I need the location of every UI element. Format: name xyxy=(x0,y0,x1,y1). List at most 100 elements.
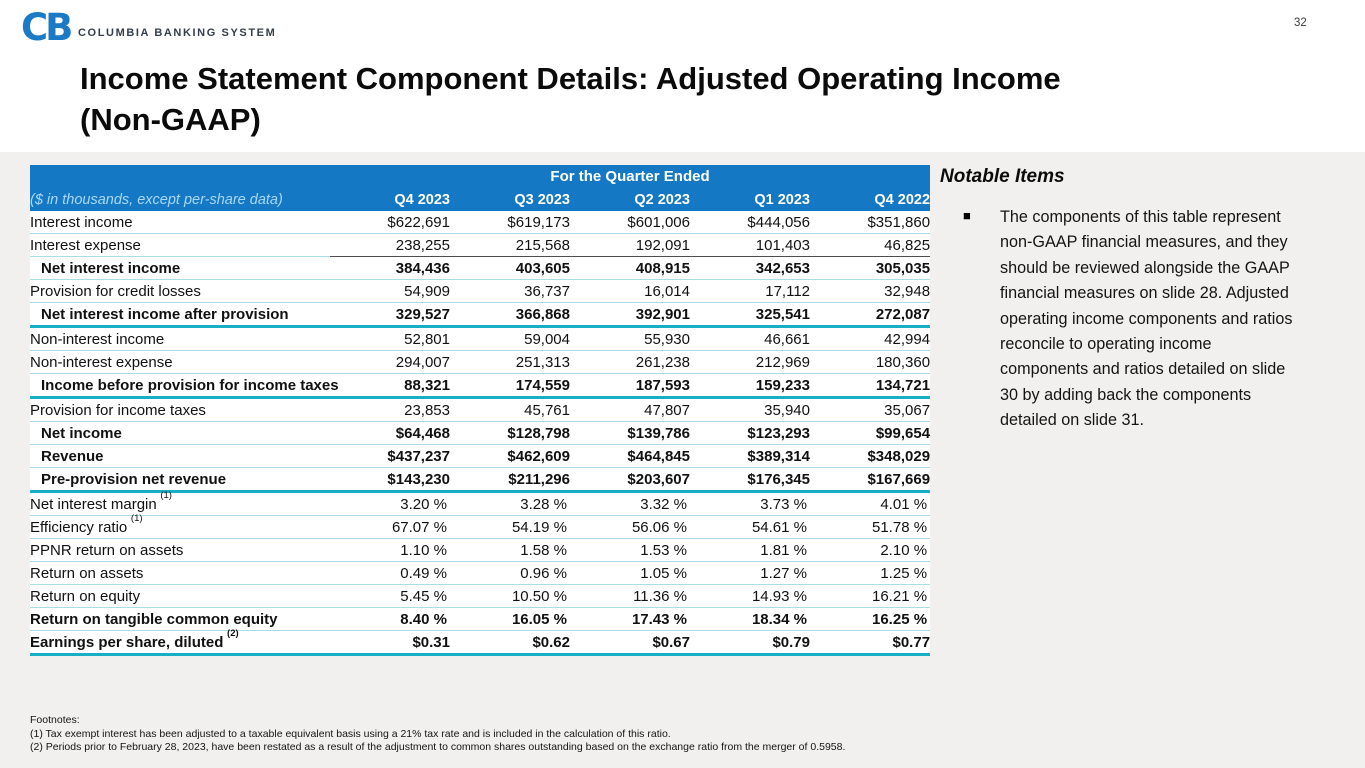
table-row: PPNR return on assets 1.10 % 1.58 % 1.53 % 1… xyxy=(30,538,931,562)
cell-value: $123,293 xyxy=(690,421,810,445)
cell-value: 329,527 xyxy=(330,302,450,328)
cell-value: 42,994 xyxy=(810,326,931,351)
cell-value: 180,360 xyxy=(810,350,931,374)
cell-value: $437,237 xyxy=(330,444,450,468)
row-label: Net interest margin (1) xyxy=(30,490,330,516)
cell-value: 1.58 % xyxy=(450,538,570,562)
slide-title: Income Statement Component Details: Adju… xyxy=(80,58,1310,140)
cell-value: 0.49 % xyxy=(330,561,450,585)
cell-value: 16,014 xyxy=(570,279,690,303)
cell-value: 1.27 % xyxy=(690,561,810,585)
table-row: Earnings per share, diluted (2) $0.31 $0.6… xyxy=(30,628,931,656)
table-row: Net interest income 384,436 403,605 408,915… xyxy=(30,256,931,280)
column-header: Q4 2022 xyxy=(810,188,931,211)
cell-value: 0.96 % xyxy=(450,561,570,585)
table-row: Efficiency ratio (1) 67.07 % 54.19 % 56.06 … xyxy=(30,513,931,539)
cell-value: 36,737 xyxy=(450,279,570,303)
cell-value: 46,825 xyxy=(810,233,931,257)
slide-page-number: 32 xyxy=(1294,17,1307,29)
cell-value: 16.25 % xyxy=(810,607,931,631)
income-table-body: Interest income $622,691 $619,173 $601,006 $… xyxy=(30,211,931,656)
column-header: Q1 2023 xyxy=(690,188,810,211)
cell-value: 18.34 % xyxy=(690,607,810,631)
notable-items-heading: Notable Items xyxy=(940,166,1065,187)
cell-value: 192,091 xyxy=(570,233,690,257)
slide-title-line-2: (Non-GAAP) xyxy=(80,102,261,137)
cell-value: $99,654 xyxy=(810,421,931,445)
cell-value: 2.10 % xyxy=(810,538,931,562)
row-label: Return on assets xyxy=(30,561,330,585)
cell-value: $143,230 xyxy=(330,467,450,493)
notable-item-text: The components of this table represent n… xyxy=(1000,208,1293,430)
table-row: Return on assets 0.49 % 0.96 % 1.05 % 1.27 %… xyxy=(30,561,931,585)
quarter-ended-header: For the Quarter Ended xyxy=(330,165,931,188)
cell-value: 408,915 xyxy=(570,256,690,280)
column-header: Q2 2023 xyxy=(570,188,690,211)
cell-value: 16.05 % xyxy=(450,607,570,631)
cell-value: 4.01 % xyxy=(810,491,931,516)
table-corner-blank xyxy=(30,165,330,188)
cell-value: 1.05 % xyxy=(570,561,690,585)
row-label: Interest expense xyxy=(30,233,330,257)
cell-value: 32,948 xyxy=(810,279,931,303)
cell-value: 59,004 xyxy=(450,326,570,351)
cell-value: 261,238 xyxy=(570,350,690,374)
table-row: Non-interest income 52,801 59,004 55,930 46,… xyxy=(30,326,931,351)
cell-value: 46,661 xyxy=(690,326,810,351)
cell-value: 10.50 % xyxy=(450,584,570,608)
cell-value: 325,541 xyxy=(690,302,810,328)
cell-value: 212,969 xyxy=(690,350,810,374)
cell-value: 14.93 % xyxy=(690,584,810,608)
footnote-marker: (2) xyxy=(224,628,239,639)
cell-value: $462,609 xyxy=(450,444,570,468)
row-label: Net interest income xyxy=(30,256,330,280)
cell-value: 187,593 xyxy=(570,373,690,399)
cell-value: $348,029 xyxy=(810,444,931,468)
units-label: ($ in thousands, except per-share data) xyxy=(30,188,330,211)
cell-value: $0.67 xyxy=(570,630,690,656)
cell-value: 134,721 xyxy=(810,373,931,399)
cell-value: $464,845 xyxy=(570,444,690,468)
cell-value: $619,173 xyxy=(450,211,570,234)
table-row: Non-interest expense 294,007 251,313 261,23… xyxy=(30,350,931,374)
cell-value: $389,314 xyxy=(690,444,810,468)
table-row: Pre-provision net revenue $143,230 $211,29… xyxy=(30,467,931,493)
table-row: Income before provision for income taxes… xyxy=(30,373,931,399)
cell-value: 3.28 % xyxy=(450,491,570,516)
cell-value: 403,605 xyxy=(450,256,570,280)
footnotes-heading: Footnotes: xyxy=(30,714,80,726)
footnote-marker: (1) xyxy=(157,490,172,501)
cell-value: 272,087 xyxy=(810,302,931,328)
cell-value: 174,559 xyxy=(450,373,570,399)
cell-value: 305,035 xyxy=(810,256,931,280)
cell-value: 51.78 % xyxy=(810,515,931,539)
table-row: Revenue $437,237 $462,609 $464,845 $389,314 $… xyxy=(30,444,931,468)
row-label: Return on equity xyxy=(30,584,330,608)
cell-value: 35,067 xyxy=(810,397,931,422)
cell-value: 3.32 % xyxy=(570,491,690,516)
row-label: Revenue xyxy=(30,444,330,468)
cell-value: $0.77 xyxy=(810,630,931,656)
row-label: Earnings per share, diluted (2) xyxy=(30,628,330,656)
cell-value: 1.53 % xyxy=(570,538,690,562)
footnote-2: (2) Periods prior to February 28, 2023, … xyxy=(30,741,846,753)
cell-value: 67.07 % xyxy=(330,515,450,539)
cell-value: 54.19 % xyxy=(450,515,570,539)
row-label: PPNR return on assets xyxy=(30,538,330,562)
row-label: Net income xyxy=(30,421,330,445)
bullet-square-icon: ■ xyxy=(963,208,971,223)
cell-value: $0.31 xyxy=(330,630,450,656)
cell-value: 3.73 % xyxy=(690,491,810,516)
cell-value: $622,691 xyxy=(330,211,450,234)
cell-value: 17.43 % xyxy=(570,607,690,631)
column-header: Q3 2023 xyxy=(450,188,570,211)
cell-value: 88,321 xyxy=(330,373,450,399)
table-row: Return on equity 5.45 % 10.50 % 11.36 % 14.9… xyxy=(30,584,931,608)
table-row: Return on tangible common equity 8.40 % 16… xyxy=(30,607,931,631)
cell-value: $0.62 xyxy=(450,630,570,656)
cell-value: $64,468 xyxy=(330,421,450,445)
cell-value: 366,868 xyxy=(450,302,570,328)
column-header: Q4 2023 xyxy=(330,188,450,211)
cell-value: $211,296 xyxy=(450,467,570,493)
cell-value: 294,007 xyxy=(330,350,450,374)
